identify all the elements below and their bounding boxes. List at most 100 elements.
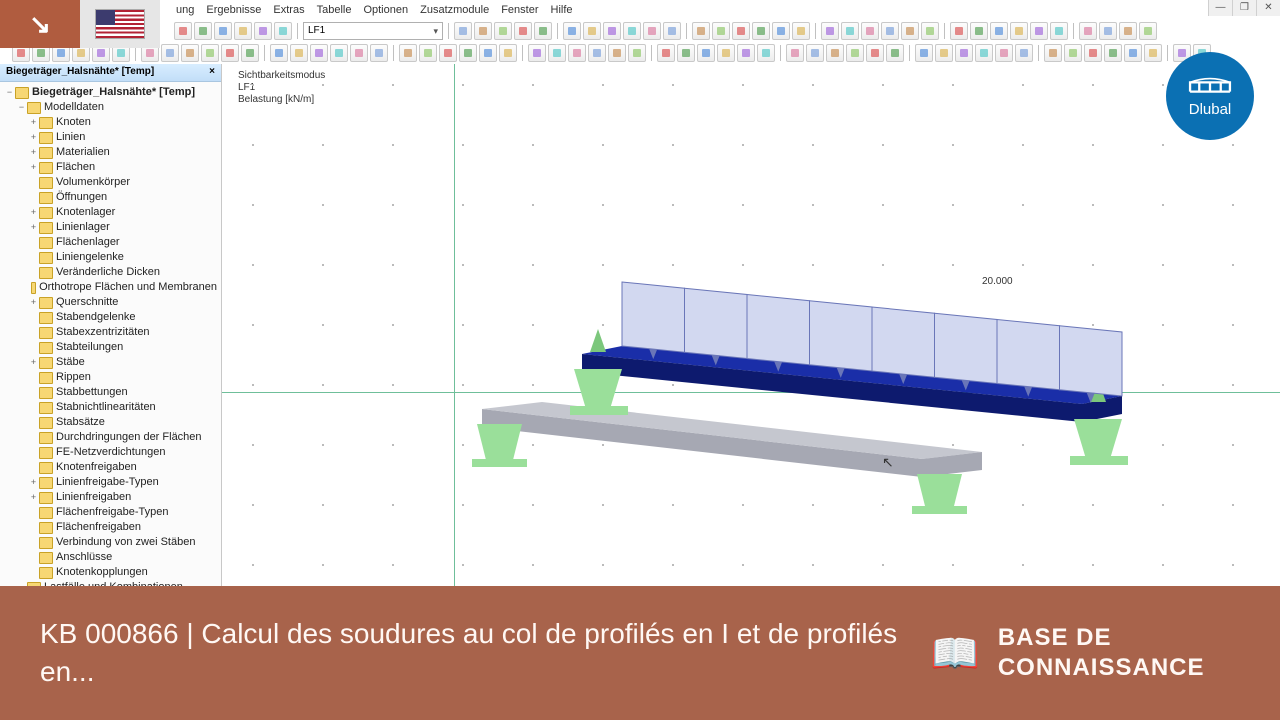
menu-ergebnisse[interactable]: Ergebnisse bbox=[206, 4, 261, 16]
toolbar-button[interactable] bbox=[1099, 22, 1117, 40]
toolbar-button[interactable] bbox=[935, 44, 953, 62]
toolbar-button[interactable] bbox=[623, 22, 641, 40]
toolbar-button[interactable] bbox=[181, 44, 199, 62]
tree-item-label[interactable]: Öffnungen bbox=[56, 190, 107, 205]
menu-ung[interactable]: ung bbox=[176, 4, 194, 16]
sidebar-close-icon[interactable]: × bbox=[209, 66, 215, 79]
tree-item-label[interactable]: Stabbettungen bbox=[56, 385, 128, 400]
maximize-button[interactable]: ❐ bbox=[1232, 0, 1256, 16]
menu-zusatzmodule[interactable]: Zusatzmodule bbox=[420, 4, 489, 16]
toolbar-button[interactable] bbox=[1104, 44, 1122, 62]
menu-fenster[interactable]: Fenster bbox=[501, 4, 538, 16]
tree-item-label[interactable]: Stabteilungen bbox=[56, 340, 123, 355]
tree-item-label[interactable]: Linienfreigaben bbox=[56, 490, 131, 505]
toolbar-button[interactable] bbox=[826, 44, 844, 62]
toolbar-button[interactable] bbox=[419, 44, 437, 62]
toolbar-button[interactable] bbox=[563, 22, 581, 40]
tree-item-label[interactable]: Knotenlager bbox=[56, 205, 115, 220]
tree-item-label[interactable]: Stabexzentrizitäten bbox=[56, 325, 150, 340]
tree-item-label[interactable]: Stabendgelenke bbox=[56, 310, 136, 325]
tree-item-label[interactable]: Volumenkörper bbox=[56, 175, 130, 190]
tree-item-label[interactable]: Knotenfreigaben bbox=[56, 460, 137, 475]
tree-expander[interactable]: + bbox=[28, 355, 39, 370]
toolbar-button[interactable] bbox=[643, 22, 661, 40]
toolbar-button[interactable] bbox=[1144, 44, 1162, 62]
tree-item-label[interactable]: Flächenlager bbox=[56, 235, 120, 250]
tree-item-label[interactable]: Rippen bbox=[56, 370, 91, 385]
tree-item-label[interactable]: Flächenfreigabe-Typen bbox=[56, 505, 169, 520]
toolbar-button[interactable] bbox=[588, 44, 606, 62]
menu-optionen[interactable]: Optionen bbox=[363, 4, 408, 16]
toolbar-button[interactable] bbox=[772, 22, 790, 40]
toolbar-button[interactable] bbox=[915, 44, 933, 62]
tree-group[interactable]: Modelldaten bbox=[44, 100, 104, 115]
toolbar-button[interactable] bbox=[1044, 44, 1062, 62]
toolbar-button[interactable] bbox=[274, 22, 292, 40]
toolbar-button[interactable] bbox=[568, 44, 586, 62]
toolbar-button[interactable] bbox=[677, 44, 695, 62]
toolbar-button[interactable] bbox=[786, 44, 804, 62]
toolbar-button[interactable] bbox=[995, 44, 1013, 62]
toolbar-button[interactable] bbox=[1084, 44, 1102, 62]
toolbar-button[interactable] bbox=[955, 44, 973, 62]
toolbar-button[interactable] bbox=[950, 22, 968, 40]
tree-expander[interactable]: + bbox=[28, 160, 39, 175]
toolbar-button[interactable] bbox=[161, 44, 179, 62]
toolbar-button[interactable] bbox=[1010, 22, 1028, 40]
toolbar-button[interactable] bbox=[1124, 44, 1142, 62]
toolbar-button[interactable] bbox=[841, 22, 859, 40]
toolbar-button[interactable] bbox=[806, 44, 824, 62]
toolbar-button[interactable] bbox=[846, 44, 864, 62]
tree-item-label[interactable]: Linienfreigabe-Typen bbox=[56, 475, 159, 490]
tree-item-label[interactable]: Materialien bbox=[56, 145, 110, 160]
toolbar-button[interactable] bbox=[583, 22, 601, 40]
toolbar-button[interactable] bbox=[534, 22, 552, 40]
toolbar-button[interactable] bbox=[752, 22, 770, 40]
toolbar-button[interactable] bbox=[975, 44, 993, 62]
toolbar-button[interactable] bbox=[1139, 22, 1157, 40]
toolbar-button[interactable] bbox=[494, 22, 512, 40]
tree-item-label[interactable]: Orthotrope Flächen und Membranen bbox=[39, 280, 217, 295]
menu-extras[interactable]: Extras bbox=[273, 4, 304, 16]
toolbar-button[interactable] bbox=[330, 44, 348, 62]
tree-expander[interactable]: + bbox=[28, 220, 39, 235]
toolbar-button[interactable] bbox=[350, 44, 368, 62]
tree-item-label[interactable]: Anschlüsse bbox=[56, 550, 112, 565]
toolbar-button[interactable] bbox=[886, 44, 904, 62]
tree-item-label[interactable]: Flächen bbox=[56, 160, 95, 175]
toolbar-button[interactable] bbox=[221, 44, 239, 62]
toolbar-button[interactable] bbox=[1079, 22, 1097, 40]
toolbar-button[interactable] bbox=[201, 44, 219, 62]
toolbar-button[interactable] bbox=[1064, 44, 1082, 62]
toolbar-button[interactable] bbox=[290, 44, 308, 62]
toolbar-button[interactable] bbox=[970, 22, 988, 40]
menu-hilfe[interactable]: Hilfe bbox=[551, 4, 573, 16]
tree-item-label[interactable]: Knoten bbox=[56, 115, 91, 130]
tree-expander[interactable]: + bbox=[28, 130, 39, 145]
toolbar-button[interactable] bbox=[881, 22, 899, 40]
toolbar-button[interactable] bbox=[1119, 22, 1137, 40]
toolbar-button[interactable] bbox=[194, 22, 212, 40]
tree-expander[interactable]: + bbox=[28, 115, 39, 130]
tree-expander[interactable]: + bbox=[28, 145, 39, 160]
toolbar-button[interactable] bbox=[174, 22, 192, 40]
toolbar-button[interactable] bbox=[1015, 44, 1033, 62]
toolbar-button[interactable] bbox=[712, 22, 730, 40]
toolbar-button[interactable] bbox=[310, 44, 328, 62]
tree-item-label[interactable]: Linienlager bbox=[56, 220, 110, 235]
tree-item-label[interactable]: Flächenfreigaben bbox=[56, 520, 141, 535]
tree-expander[interactable]: + bbox=[28, 205, 39, 220]
toolbar-button[interactable] bbox=[717, 44, 735, 62]
loadcase-combo[interactable]: LF1 bbox=[303, 22, 443, 40]
toolbar-button[interactable] bbox=[732, 22, 750, 40]
toolbar-button[interactable] bbox=[214, 22, 232, 40]
toolbar-button[interactable] bbox=[514, 22, 532, 40]
toolbar-button[interactable] bbox=[697, 44, 715, 62]
toolbar-button[interactable] bbox=[459, 44, 477, 62]
toolbar-button[interactable] bbox=[479, 44, 497, 62]
toolbar-button[interactable] bbox=[254, 22, 272, 40]
toolbar-button[interactable] bbox=[921, 22, 939, 40]
toolbar-button[interactable] bbox=[499, 44, 517, 62]
tree-expander[interactable]: + bbox=[28, 295, 39, 310]
toolbar-button[interactable] bbox=[990, 22, 1008, 40]
